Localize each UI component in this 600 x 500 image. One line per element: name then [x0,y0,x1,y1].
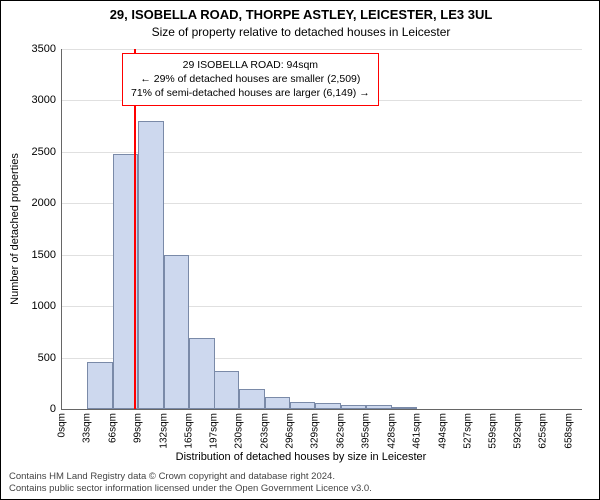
xtick-label: 428sqm [386,413,397,449]
ytick-label: 1000 [32,300,56,312]
xtick-label: 296sqm [285,413,296,449]
xtick-label: 132sqm [158,413,169,449]
xtick-label: 230sqm [234,413,245,449]
info-box-line1: 29 ISOBELLA ROAD: 94sqm [131,58,370,72]
gridline-h [62,49,582,50]
y-axis-label: Number of detached properties [9,153,21,305]
ytick-label: 3000 [32,94,56,106]
xtick-label: 165sqm [184,413,195,449]
ytick-label: 0 [50,403,56,415]
xtick-label: 329sqm [310,413,321,449]
xtick-label: 559sqm [487,413,498,449]
xtick-label: 362sqm [335,413,346,449]
xtick-label: 66sqm [107,413,118,443]
histogram-bar [239,389,264,409]
info-box-line2: ← 29% of detached houses are smaller (2,… [131,72,370,86]
ytick-label: 2500 [32,146,56,158]
footer: Contains HM Land Registry data © Crown c… [9,471,372,495]
xtick-label: 527sqm [462,413,473,449]
ytick-label: 1500 [32,249,56,261]
xtick-label: 395sqm [361,413,372,449]
histogram-bar [138,121,163,409]
x-axis-label: Distribution of detached houses by size … [1,451,600,463]
histogram-bar [315,403,340,409]
page-subtitle: Size of property relative to detached ho… [1,25,600,39]
info-box-line3: 71% of semi-detached houses are larger (… [131,86,370,100]
page-title: 29, ISOBELLA ROAD, THORPE ASTLEY, LEICES… [1,7,600,22]
ytick-label: 500 [38,352,56,364]
ytick-label: 2000 [32,197,56,209]
xtick-label: 592sqm [513,413,524,449]
histogram-bar [265,397,290,409]
histogram-bar [341,405,366,409]
histogram-bar [366,405,391,409]
xtick-label: 461sqm [412,413,423,449]
histogram-bar [214,371,239,409]
xtick-label: 33sqm [82,413,93,443]
histogram-bar [87,362,112,409]
ytick-label: 3500 [32,43,56,55]
histogram-bar [189,338,214,409]
histogram-bar [392,407,417,409]
xtick-label: 263sqm [259,413,270,449]
xtick-label: 197sqm [208,413,219,449]
footer-line2: Contains public sector information licen… [9,483,372,495]
xtick-label: 494sqm [437,413,448,449]
xtick-label: 99sqm [133,413,144,443]
chart-container: 29, ISOBELLA ROAD, THORPE ASTLEY, LEICES… [0,0,600,500]
footer-line1: Contains HM Land Registry data © Crown c… [9,471,372,483]
histogram-bar [290,402,315,409]
plot-area: 05001000150020002500300035000sqm33sqm66s… [61,49,582,410]
info-box: 29 ISOBELLA ROAD: 94sqm ← 29% of detache… [122,53,379,106]
histogram-bar [164,255,189,409]
xtick-label: 0sqm [57,413,68,437]
xtick-label: 658sqm [563,413,574,449]
xtick-label: 625sqm [538,413,549,449]
